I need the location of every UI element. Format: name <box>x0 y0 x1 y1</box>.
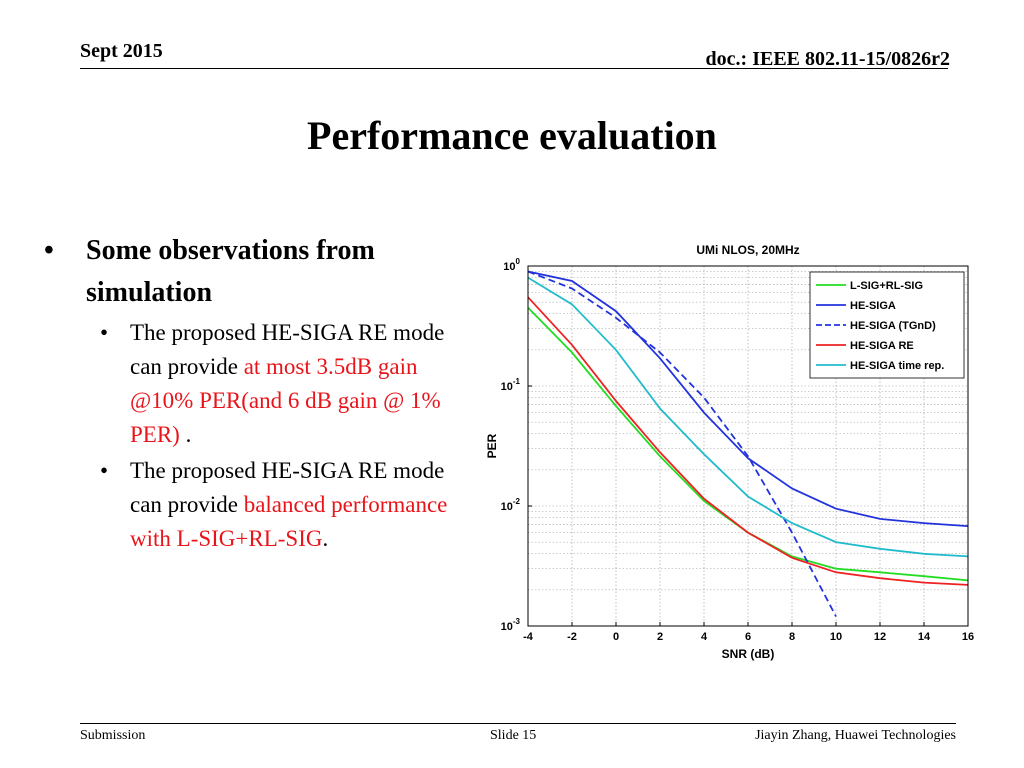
bullet-list: • Some observations from simulation • Th… <box>44 230 464 558</box>
x-tick-label: 16 <box>962 631 974 643</box>
sub-bullet-1-tail: . <box>179 422 192 447</box>
y-tick-label: 10-2 <box>501 497 521 513</box>
x-tick-label: 4 <box>701 631 708 643</box>
main-bullet-text: Some observations from simulation <box>86 235 375 308</box>
footer-divider <box>80 723 956 724</box>
series-line-2 <box>527 270 837 617</box>
y-axis-label: PER <box>485 433 499 458</box>
x-tick-label: 0 <box>613 631 619 643</box>
sub-bullet-1-highlight: at most 3.5dB gain @10% PER(and 6 dB gai… <box>130 354 441 447</box>
legend-label-0: L-SIG+RL-SIG <box>850 280 923 292</box>
footer-slide-number: Slide 15 <box>490 728 537 743</box>
x-tick-label: 6 <box>745 631 751 643</box>
header-divider <box>80 68 948 69</box>
series-line-1 <box>527 270 969 527</box>
x-tick-label: 10 <box>830 631 842 643</box>
sub-bullet-dot: • <box>100 320 109 345</box>
x-tick-label: 2 <box>657 631 663 643</box>
sub-bullet-1-text: The proposed HE-SIGA RE mode can provide <box>130 320 445 379</box>
header-date: Sept 2015 <box>80 40 163 62</box>
legend-label-2: HE-SIGA (TGnD) <box>850 320 936 332</box>
per-chart-svg: -4 -2 0 2 4 6 8 10 12 14 16 100 10-1 10-2 10-3 UMi NLOS… <box>485 243 974 661</box>
x-tick-label: 14 <box>918 631 931 643</box>
header-doc-id: doc.: IEEE 802.11-15/0826r2 <box>705 48 950 70</box>
sub-bullet-1: • The proposed HE-SIGA RE mode can provi… <box>44 316 464 452</box>
sub-bullet-2-highlight: balanced performance with L-SIG+RL-SIG <box>130 492 448 551</box>
x-axis-label: SNR (dB) <box>722 647 775 661</box>
footer-submission: Submission <box>80 728 146 743</box>
series-line-4 <box>527 276 969 558</box>
x-tick-label: 12 <box>874 631 886 643</box>
footer-author: Jiayin Zhang, Huawei Technologies <box>755 728 956 743</box>
y-tick-label: 10-1 <box>501 377 521 393</box>
sub-bullet-2-tail: . <box>322 526 329 551</box>
sub-bullets: • The proposed HE-SIGA RE mode can provi… <box>44 316 464 556</box>
sub-bullet-2-text: The proposed HE-SIGA RE mode can provide <box>130 458 445 517</box>
per-chart: -4 -2 0 2 4 6 8 10 12 14 16 100 10-1 10-2 10-3 UMi NLOS… <box>470 236 990 666</box>
main-bullet: • Some observations from simulation <box>44 230 464 314</box>
legend-label-4: HE-SIGA time rep. <box>850 360 944 372</box>
y-tick-label: 10-3 <box>501 617 521 633</box>
x-tick-label: 8 <box>789 631 795 643</box>
chart-title: UMi NLOS, 20MHz <box>696 243 799 257</box>
x-tick-label: -2 <box>567 631 577 643</box>
slide-title: Performance evaluation <box>307 113 717 158</box>
y-tick-label: 100 <box>503 257 520 273</box>
legend-label-3: HE-SIGA RE <box>850 340 914 352</box>
x-tick-label: -4 <box>523 631 534 643</box>
series-line-3 <box>527 296 969 586</box>
sub-bullet-2: • The proposed HE-SIGA RE mode can provi… <box>44 454 464 556</box>
sub-bullet-dot: • <box>100 458 109 483</box>
bullet-dot: • <box>44 235 54 266</box>
legend-label-1: HE-SIGA <box>850 300 896 312</box>
